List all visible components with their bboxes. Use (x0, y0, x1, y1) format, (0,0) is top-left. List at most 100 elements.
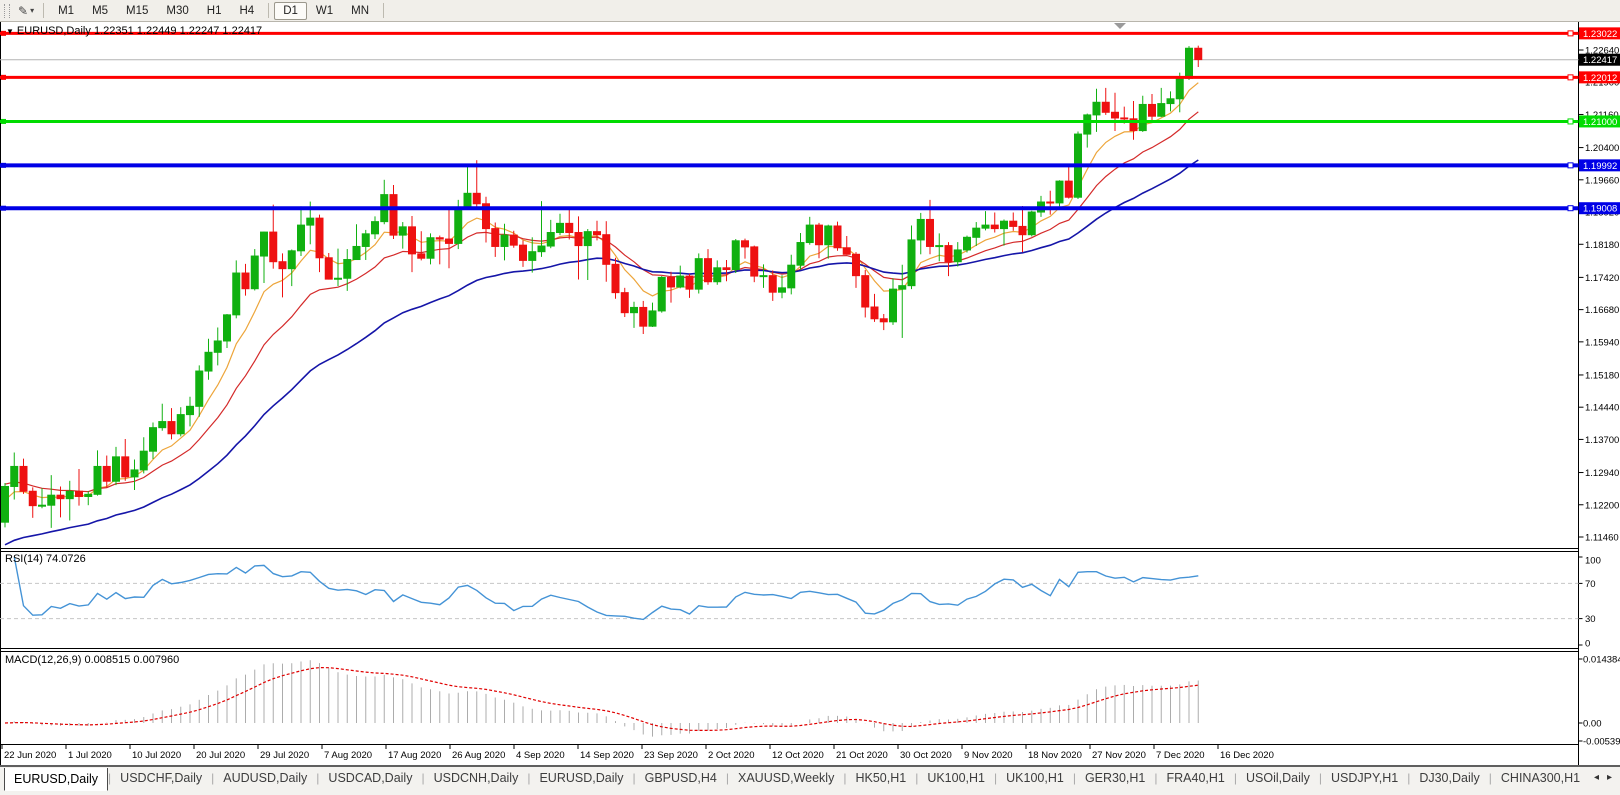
tab-scroll-right-button[interactable]: ▸ (1606, 772, 1612, 783)
rsi-axis-label: 30 (1585, 614, 1596, 625)
date-axis: 22 Jun 2020 1 Jul 2020 10 Jul 2020 20 Jul 2… (1, 744, 1274, 761)
hline-left-anchor[interactable] (1, 74, 6, 80)
candle-body (685, 275, 694, 290)
timeframe-button-h4[interactable]: H4 (239, 4, 255, 17)
tab-usdchf-daily[interactable]: USDCHF,Daily (120, 771, 203, 785)
hline-right-anchor[interactable] (1567, 205, 1574, 212)
svg-text:1.19992: 1.19992 (1583, 161, 1617, 172)
candle-body (824, 225, 833, 246)
candle-body (398, 226, 407, 236)
tab-scroll-left-button[interactable]: ◂ (1593, 772, 1599, 783)
candle-body (93, 465, 102, 495)
candle-body (315, 217, 324, 259)
candle-body (269, 231, 278, 263)
candle-body (435, 237, 444, 240)
candle-body (250, 255, 259, 290)
timeframe-button-w1[interactable]: W1 (315, 4, 334, 17)
candle-body (528, 251, 537, 261)
timeframe-button-m5[interactable]: M5 (92, 4, 109, 17)
price-tick-label: 1.15180 (1585, 370, 1619, 381)
price-level-badge: 1.19992 (1579, 159, 1620, 172)
candle-body (149, 427, 157, 452)
tab-separator: | (1589, 768, 1590, 788)
tab-uk100-h1[interactable]: UK100,H1 (927, 771, 985, 785)
candle-body (1111, 111, 1119, 119)
candle-body (454, 206, 463, 244)
tab-dj30-daily[interactable]: DJ30,Daily (1419, 771, 1480, 785)
candlestick-series (1, 45, 1203, 528)
candle-body (861, 275, 870, 308)
tab-separator: | (1072, 771, 1076, 785)
candle-body (463, 192, 472, 208)
svg-text:1.23022: 1.23022 (1583, 29, 1617, 40)
chart-title-symbol: EURUSD,Daily (16, 25, 91, 37)
hline-left-anchor[interactable] (1, 205, 6, 211)
timeframe-button-m1[interactable]: M1 (58, 4, 75, 17)
candle-body (1148, 103, 1156, 117)
date-tick-label: 16 Dec 2020 (1220, 750, 1274, 761)
tab-audusd-daily[interactable]: AUDUSD,Daily (223, 771, 308, 785)
candle-body (953, 249, 962, 263)
tab-fra40-h1[interactable]: FRA40,H1 (1166, 771, 1225, 785)
tab-separator: | (1488, 771, 1492, 785)
line-tools-icon[interactable]: ✎ (18, 3, 29, 18)
candle-body (972, 227, 981, 238)
candle-body (324, 257, 333, 280)
tab-china300-h1[interactable]: CHINA300,H1 (1500, 771, 1581, 785)
candle-body (1018, 225, 1027, 236)
candle-body (676, 275, 685, 288)
tab-separator: | (1233, 771, 1237, 785)
svg-text:1.22012: 1.22012 (1583, 73, 1617, 84)
tab-usdcad-daily[interactable]: USDCAD,Daily (328, 771, 413, 785)
date-tick-label: 7 Aug 2020 (324, 750, 372, 761)
candle-body (944, 245, 953, 263)
candle-body (241, 272, 250, 290)
candle-body (731, 240, 740, 271)
candle-body (1000, 220, 1008, 230)
tab-usdcnh-daily[interactable]: USDCNH,Daily (433, 771, 519, 785)
timeframe-button-mn[interactable]: MN (351, 4, 370, 17)
macd-signal-line (4, 666, 1199, 732)
candle-body (1101, 101, 1110, 113)
timeframe-button-h1[interactable]: H1 (206, 4, 222, 17)
timeframe-button-d1[interactable]: D1 (274, 1, 307, 20)
date-tick-label: 9 Nov 2020 (964, 750, 1013, 761)
timeframe-button-m30[interactable]: M30 (166, 4, 189, 17)
tab-eurusd-daily[interactable]: EURUSD,Daily (4, 768, 109, 791)
price-tick-label: 1.19660 (1585, 175, 1619, 186)
tab-hk50-h1[interactable]: HK50,H1 (855, 771, 907, 785)
candle-body (352, 245, 361, 261)
hline-left-anchor[interactable] (1, 30, 6, 36)
tab-uk100-h1[interactable]: UK100,H1 (1006, 771, 1064, 785)
candle-body (1157, 103, 1166, 117)
moving-average-medium (4, 111, 1199, 493)
hline-right-anchor[interactable] (1567, 74, 1574, 81)
macd-label: MACD(12,26,9) 0.008515 0.007960 (5, 654, 180, 666)
hline-left-anchor[interactable] (1, 118, 6, 124)
symbol-dropdown-marker-icon[interactable]: ▼ (6, 27, 14, 36)
hline-right-anchor[interactable] (1567, 162, 1574, 169)
candle-body (1, 485, 9, 523)
hline-right-anchor[interactable] (1567, 118, 1574, 125)
tab-usoil-daily[interactable]: USOil,Daily (1246, 771, 1310, 785)
candle-body (852, 253, 860, 277)
candle-body (1083, 114, 1092, 135)
hline-right-anchor[interactable] (1567, 30, 1574, 37)
tab-eurusd-daily[interactable]: EURUSD,Daily (539, 771, 624, 785)
toolbar-drag-handle[interactable] (4, 3, 10, 18)
candle-body (167, 421, 176, 435)
tab-xauusd-weekly[interactable]: XAUUSD,Weekly (738, 771, 835, 785)
tab-separator: | (527, 771, 531, 785)
candle-body (833, 225, 842, 249)
hline-left-anchor[interactable] (1, 162, 6, 168)
timeframe-button-m15[interactable]: M15 (126, 4, 149, 17)
rsi-line (13, 556, 1199, 621)
chart-shift-marker-icon[interactable] (1114, 23, 1126, 29)
candle-body (778, 287, 786, 293)
tab-ger30-h1[interactable]: GER30,H1 (1084, 771, 1146, 785)
tab-usdjpy-h1[interactable]: USDJPY,H1 (1331, 771, 1399, 785)
tab-gbpusd-h4[interactable]: GBPUSD,H4 (644, 771, 717, 785)
candle-body (1027, 211, 1036, 236)
chevron-down-icon[interactable]: ▾ (30, 6, 35, 15)
